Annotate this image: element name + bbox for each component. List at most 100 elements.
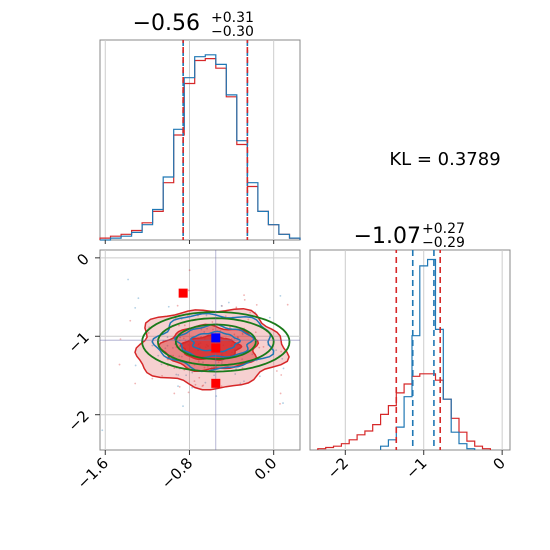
scatter-point <box>151 377 154 380</box>
blue-density-contour <box>173 323 255 359</box>
scatter-point <box>176 304 179 307</box>
scatter-point <box>282 367 285 370</box>
scatter-point <box>239 382 242 385</box>
histogram-bin <box>483 449 491 450</box>
histogram-bin <box>341 444 349 450</box>
histogram-bin <box>142 225 153 240</box>
histogram-bin <box>420 266 428 450</box>
scatter-point <box>164 347 167 350</box>
histogram-bin <box>111 238 122 240</box>
scatter-point <box>194 383 197 386</box>
scatter-point <box>188 269 191 272</box>
scatter-point <box>166 344 169 347</box>
scatter-point <box>191 386 194 389</box>
scatter-point <box>197 360 200 363</box>
histogram-bin <box>373 425 381 450</box>
scatter-point <box>213 374 216 377</box>
scatter-point <box>211 321 214 323</box>
blue-density-contour <box>151 312 275 373</box>
green-ellipse-contour <box>156 317 275 367</box>
histogram-bin <box>334 446 342 450</box>
histogram-bin <box>184 78 195 240</box>
scatter-point <box>101 429 104 432</box>
histogram-bin <box>318 449 326 450</box>
scatter-point <box>235 306 238 309</box>
scatter-point <box>178 324 180 327</box>
scatter-point <box>227 301 230 304</box>
scatter-point <box>206 327 208 330</box>
scatter-point <box>182 405 184 408</box>
scatter-point <box>280 374 283 376</box>
histogram-bin <box>132 232 143 240</box>
scatter-point <box>221 361 223 363</box>
scatter-point <box>233 333 236 336</box>
scatter-point <box>279 294 282 297</box>
scatter-point <box>206 365 209 368</box>
scatter-point <box>254 331 257 334</box>
scatter-point <box>187 289 190 292</box>
x-tick-label: −0.8 <box>158 454 196 492</box>
histogram-bin <box>388 440 396 450</box>
x-tick-label: −1.6 <box>74 454 112 492</box>
scatter-point <box>258 375 261 378</box>
scatter-point <box>179 336 182 339</box>
scatter-point <box>203 331 206 333</box>
histogram-bin <box>357 435 365 450</box>
scatter-point <box>118 363 121 366</box>
scatter-point <box>241 332 244 335</box>
histogram-bin <box>237 141 248 240</box>
scatter-point <box>185 374 188 377</box>
histogram-bin <box>326 447 334 450</box>
scatter-point <box>203 366 206 369</box>
histogram-bin <box>459 444 467 450</box>
bottom-right-histogram-frame <box>309 249 511 451</box>
red-square-marker <box>178 288 188 298</box>
scatter-point <box>275 370 278 372</box>
scatter-point <box>279 402 281 405</box>
scatter-point <box>251 353 254 356</box>
scatter-point <box>175 373 178 376</box>
scatter-point <box>129 319 132 322</box>
histogram-bin <box>258 211 269 240</box>
histogram-bin <box>475 446 483 450</box>
histogram-bin <box>195 57 206 240</box>
red-square-marker <box>211 343 221 353</box>
histogram-bin <box>247 183 258 240</box>
scatter-point <box>268 316 271 319</box>
blue-density-contour <box>190 330 242 353</box>
histogram-bin <box>396 427 404 450</box>
histogram-bin <box>381 446 389 450</box>
scatter-point <box>281 357 284 360</box>
histogram-bin <box>443 399 451 450</box>
x-tick-label: 0.0 <box>251 454 281 484</box>
scatter-point <box>241 333 244 336</box>
scatter-point <box>134 306 137 309</box>
joint-scatter-frame <box>99 249 301 451</box>
scatter-point <box>127 278 129 281</box>
histogram-bin <box>216 64 227 240</box>
scatter-point <box>172 354 174 357</box>
kl-annotation: KL = 0.3789 <box>389 149 500 170</box>
scatter-point <box>178 336 181 339</box>
scatter-point <box>236 336 239 339</box>
red-square-marker <box>211 378 221 388</box>
histogram-bin <box>153 209 164 240</box>
x-tick-label: 0 <box>490 454 509 473</box>
histogram-bin <box>467 449 475 450</box>
scatter-point <box>249 311 252 314</box>
histogram-bin <box>289 238 300 240</box>
scatter-point <box>134 364 137 367</box>
histogram-bin <box>365 431 373 450</box>
scatter-point <box>275 349 278 352</box>
scatter-point <box>193 380 196 383</box>
scatter-point <box>167 305 170 308</box>
histogram-bin <box>279 234 290 240</box>
y-tick-label: 0 <box>73 250 92 269</box>
scatter-point <box>178 355 181 358</box>
scatter-point <box>166 336 169 339</box>
green-ellipse-contour <box>141 311 291 373</box>
title-left-main: −0.56 <box>133 11 200 36</box>
scatter-point <box>221 305 223 307</box>
scatter-point <box>234 373 237 375</box>
scatter-point <box>178 386 181 388</box>
